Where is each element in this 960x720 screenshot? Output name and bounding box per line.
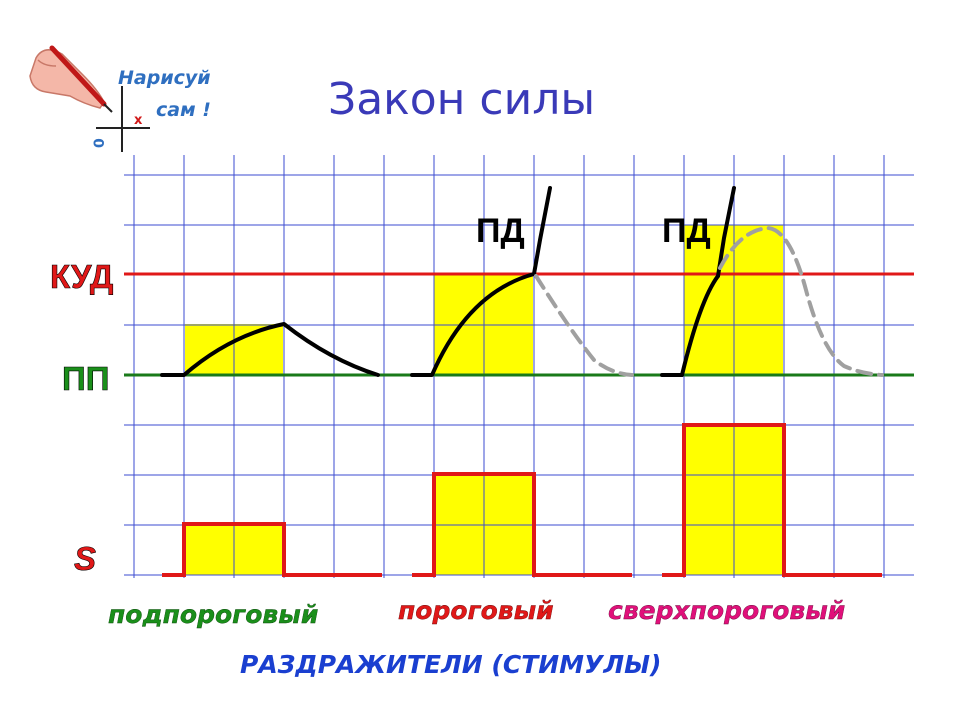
action-potential-label-1: ПД (476, 212, 525, 250)
supra-repolarization-dashed (718, 226, 884, 377)
stimulus-label-threshold: пороговый (398, 596, 554, 625)
stimulus-pulses (162, 423, 882, 577)
logo-line2: сам ! (156, 99, 211, 121)
threshold-level-label: КУД (50, 258, 113, 295)
stimulus-label-subthreshold: подпороговый (108, 600, 318, 629)
threshold-spike (532, 186, 552, 276)
stimulus-level-label: S (74, 540, 96, 577)
stimulus-label-suprathreshold: сверхпороговый (608, 596, 845, 625)
subthreshold-local-response (160, 322, 380, 377)
threshold-depolarization (410, 272, 536, 377)
hand-pen-icon: 0 x (29, 45, 150, 152)
draw-yourself-logo: 0 x Нарисуй сам ! (29, 45, 211, 152)
threshold-pulse (412, 472, 632, 577)
resting-level-label: ПП (62, 360, 109, 397)
stimuli-footer-label: РАЗДРАЖИТЕЛИ (СТИМУЛЫ) (240, 650, 661, 679)
threshold-repolarization-dashed (534, 274, 634, 377)
svg-text:0: 0 (92, 138, 108, 148)
page-title: Закон силы (328, 74, 595, 125)
subthreshold-pulse (162, 522, 382, 577)
action-potential-label-2: ПД (662, 212, 711, 250)
logo-line1: Нарисуй (118, 67, 211, 89)
suprathreshold-pulse (662, 423, 882, 577)
supra-depolarization (660, 274, 720, 377)
supra-spike (716, 186, 736, 278)
svg-text:x: x (134, 113, 143, 128)
response-curves (160, 186, 884, 377)
